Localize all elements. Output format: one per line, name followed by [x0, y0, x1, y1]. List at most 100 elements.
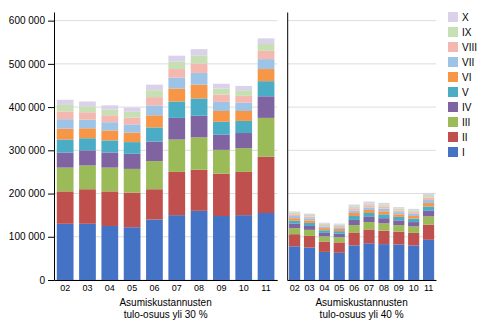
legend-swatch: [448, 132, 458, 142]
bar: [124, 133, 141, 143]
bar: [289, 218, 300, 221]
legend-item: IV: [448, 102, 472, 113]
bar: [393, 220, 404, 225]
x-tick-label: 08: [379, 283, 389, 293]
bar: [378, 203, 389, 205]
bar: [213, 150, 230, 174]
bar: [319, 223, 330, 224]
bar: [334, 225, 345, 226]
bar: [408, 212, 419, 214]
bar: [304, 220, 315, 223]
bar: [191, 137, 208, 169]
y-tick-label: 500 000: [9, 59, 46, 70]
bar: [79, 224, 96, 280]
bar: [363, 207, 374, 210]
bar: [213, 111, 230, 122]
bar: [57, 105, 74, 111]
bar-series: [289, 225, 434, 253]
y-tick-label: 200 000: [9, 188, 46, 199]
bar: [304, 216, 315, 218]
bar: [289, 228, 300, 234]
bar: [213, 84, 230, 89]
legend-item: IX: [448, 27, 472, 38]
bar: [258, 69, 275, 81]
bar: [101, 191, 118, 226]
bar: [349, 245, 360, 280]
legend-item: II: [448, 132, 468, 143]
bar: [408, 226, 419, 232]
bar: [213, 135, 230, 150]
grid-line: [287, 193, 436, 194]
bar-series: [289, 193, 434, 225]
legend-label: V: [462, 87, 469, 98]
grid-line: [54, 20, 277, 21]
x-tick: 06: [349, 283, 359, 293]
bar: [168, 56, 185, 62]
bar: [304, 226, 315, 230]
x-tick: 02: [60, 283, 70, 293]
bar: [363, 243, 374, 280]
bar-series: [289, 200, 434, 229]
bar: [235, 96, 252, 103]
x-axis-label: Asumiskustannustentulo-osuus yli 40 %: [315, 297, 407, 320]
bar: [101, 140, 118, 152]
x-tick-label: 07: [364, 283, 374, 293]
y-tick: 400 000: [9, 102, 54, 113]
bar: [349, 206, 360, 208]
bar: [124, 117, 141, 124]
bar: [289, 214, 300, 216]
bar: [423, 211, 434, 217]
bar: [146, 97, 163, 105]
bar: [235, 103, 252, 111]
bar: [79, 112, 96, 119]
bar: [146, 219, 163, 280]
y-tick: 300 000: [9, 145, 54, 156]
bar: [319, 230, 330, 233]
bar: [378, 211, 389, 214]
bar: [235, 133, 252, 148]
bar: [101, 115, 118, 122]
x-axis-line: [55, 280, 278, 281]
y-tick-mark: [48, 237, 54, 238]
bar: [191, 98, 208, 115]
x-tick-label: 03: [82, 283, 92, 293]
bar: [334, 234, 345, 237]
bar: [363, 213, 374, 217]
legend-swatch: [448, 117, 458, 127]
bar: [57, 129, 74, 140]
bar: [57, 140, 74, 153]
bar: [423, 216, 434, 224]
bar: [393, 212, 404, 214]
bar: [146, 189, 163, 219]
bar: [363, 210, 374, 213]
bar: [319, 252, 330, 280]
bar: [191, 49, 208, 55]
y-tick: 0: [39, 275, 54, 286]
y-tick: 600 000: [9, 15, 54, 26]
bar: [191, 56, 208, 64]
bar: [334, 227, 345, 229]
x-tick-label: 05: [127, 283, 137, 293]
x-tick-label: 03: [305, 283, 315, 293]
x-tick-label: 10: [239, 283, 249, 293]
x-axis: 02030405060708091011: [288, 281, 437, 294]
bar: [258, 157, 275, 213]
bar: [235, 111, 252, 121]
bar: [168, 140, 185, 172]
bar: [393, 207, 404, 209]
x-tick-label: 05: [334, 283, 344, 293]
bar: [408, 222, 419, 226]
bar-series: [57, 59, 275, 132]
x-tick: 09: [394, 283, 404, 293]
bar-series: [57, 69, 275, 142]
legend-label: III: [462, 117, 470, 128]
bar: [57, 224, 74, 280]
bar: [124, 169, 141, 193]
bar: [79, 106, 96, 112]
x-tick-label: 09: [394, 283, 404, 293]
bar: [191, 63, 208, 73]
chart-svg: 0100 000200 000300 000400 000500 000600 …: [0, 0, 494, 332]
x-tick: 05: [127, 283, 137, 293]
legend-item: X: [448, 12, 469, 23]
x-tick-label: 10: [409, 283, 419, 293]
